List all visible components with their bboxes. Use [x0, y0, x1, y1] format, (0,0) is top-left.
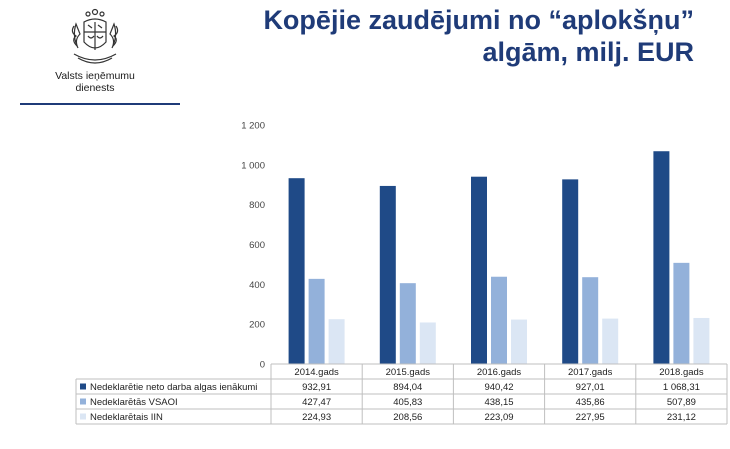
- data-label: 1 068,31: [663, 382, 700, 393]
- y-tick-label: 800: [249, 200, 265, 211]
- legend-label-1: Nedeklarētie neto darba algas ienākumi: [90, 382, 257, 393]
- bar-2: [582, 277, 599, 364]
- title-line-1: Kopējie zaudējumi no “aplokšņu”: [263, 5, 694, 35]
- data-label: 438,15: [484, 397, 513, 408]
- logo: Valsts ieņēmumu dienests: [40, 6, 150, 106]
- coat-of-arms-icon: [71, 8, 119, 64]
- data-label: 927,01: [576, 382, 605, 393]
- legend-swatch-2: [80, 398, 86, 405]
- data-label: 231,12: [667, 412, 696, 423]
- data-label: 405,83: [393, 397, 422, 408]
- y-tick-label: 0: [260, 360, 265, 371]
- data-label: 223,09: [484, 412, 513, 423]
- legend-swatch-3: [80, 413, 86, 420]
- bar-1: [379, 185, 396, 364]
- bar-2: [491, 276, 507, 364]
- title-line-2: algām, milj. EUR: [482, 37, 694, 67]
- y-tick-label: 1 000: [241, 160, 265, 171]
- bar-1: [562, 179, 579, 364]
- legend-label-3: Nedeklarētais IIN: [90, 412, 163, 423]
- bar-2: [308, 278, 325, 364]
- category-label: 2014.gads: [294, 367, 339, 378]
- data-label: 940,42: [484, 382, 513, 393]
- y-tick-label: 200: [249, 320, 265, 331]
- bar-3: [511, 319, 527, 364]
- bar-3: [328, 319, 345, 364]
- bar-1: [471, 176, 487, 364]
- category-label: 2015.gads: [386, 367, 431, 378]
- data-label: 227,95: [576, 412, 605, 423]
- bar-3: [419, 322, 436, 364]
- data-label: 507,89: [667, 397, 696, 408]
- bar-2: [673, 262, 690, 364]
- y-tick-label: 400: [249, 280, 265, 291]
- legend-swatch-1: [80, 383, 86, 390]
- bar-3: [602, 318, 619, 364]
- y-tick-label: 600: [249, 240, 265, 251]
- org-name-line1: Valsts ieņēmumu: [55, 70, 135, 82]
- data-label: 435,86: [576, 397, 605, 408]
- bar-3: [693, 317, 710, 364]
- y-tick-label: 1 200: [241, 121, 265, 132]
- category-label: 2018.gads: [659, 367, 704, 378]
- category-label: 2016.gads: [477, 367, 522, 378]
- data-label: 224,93: [302, 412, 331, 423]
- header-divider: [20, 103, 180, 105]
- bar-1: [653, 151, 670, 364]
- bar-2: [399, 283, 416, 364]
- legend-label-2: Nedeklarētās VSAOI: [90, 397, 178, 408]
- org-name-line2: dienests: [75, 82, 115, 94]
- data-label: 894,04: [393, 382, 422, 393]
- data-label: 932,91: [302, 382, 331, 393]
- bar-1: [288, 178, 305, 364]
- data-label: 208,56: [393, 412, 422, 423]
- page-title: Kopējie zaudējumi no “aplokšņu” algām, m…: [174, 4, 694, 68]
- category-label: 2017.gads: [568, 367, 613, 378]
- top-bar: [0, 0, 730, 4]
- data-label: 427,47: [302, 397, 331, 408]
